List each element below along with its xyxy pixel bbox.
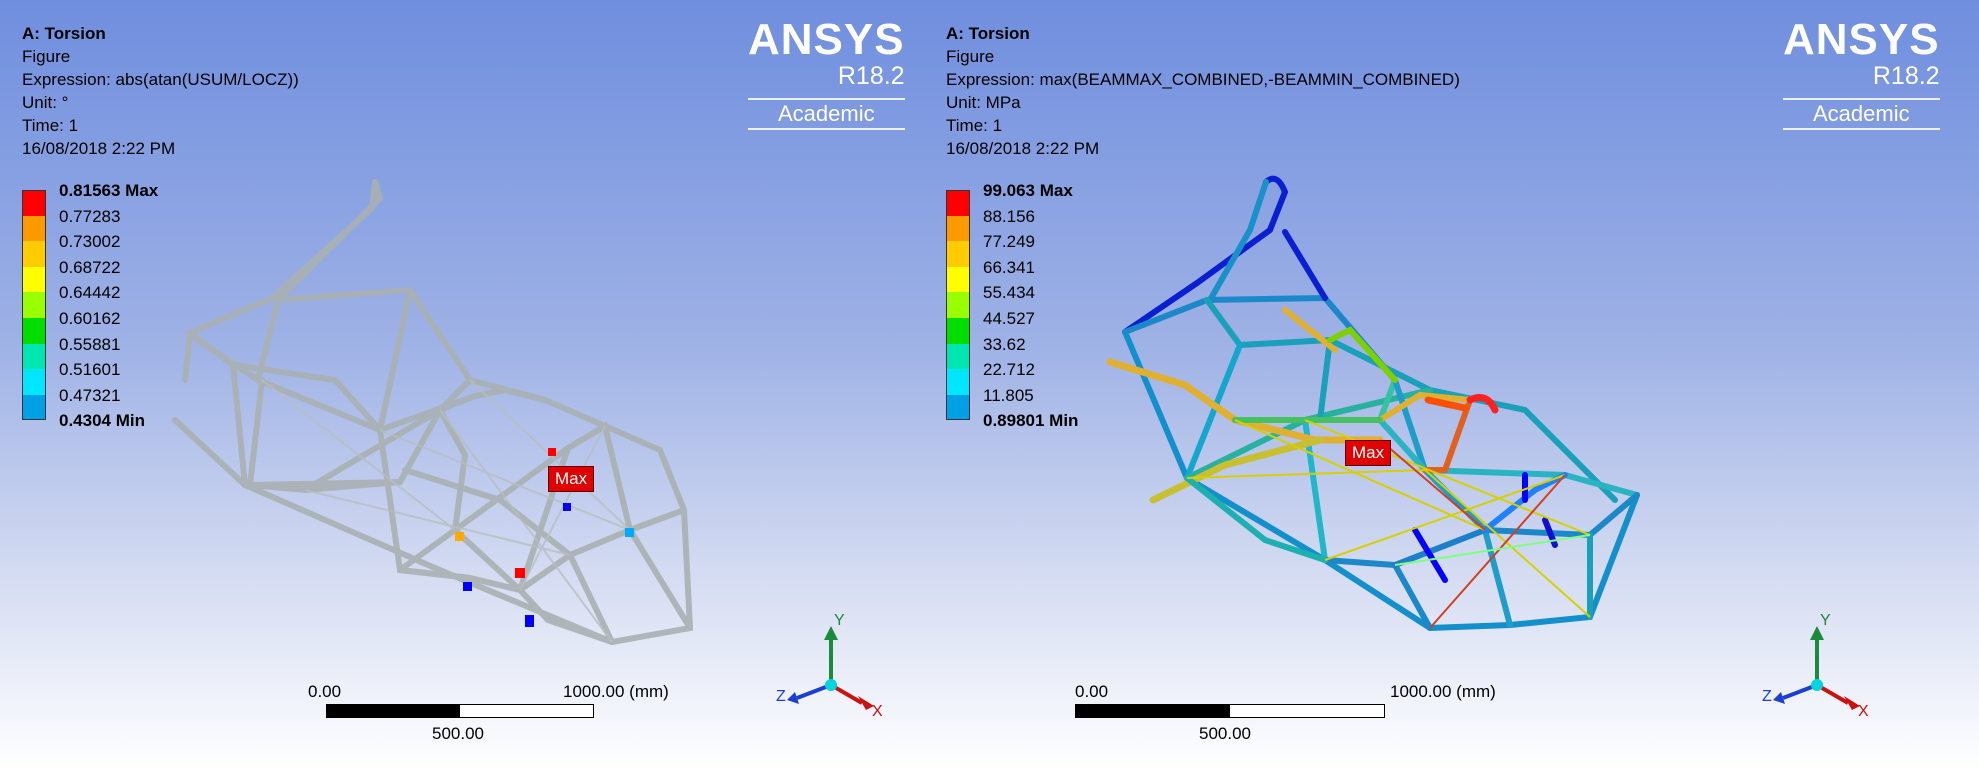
right-unit: Unit: MPa [946, 93, 1021, 112]
right-date: 16/08/2018 2:22 PM [946, 139, 1100, 158]
legend-label-2: 0.73002 [59, 232, 121, 252]
brand-edition: Academic [748, 98, 905, 130]
right-result-title: A: Torsion [946, 24, 1030, 43]
scale-mid: 500.00 [432, 724, 484, 743]
brand-name: ANSYS [1783, 15, 1940, 64]
left-axis-triad: Y X Z [776, 612, 883, 720]
legend-label-3: 0.68722 [59, 257, 121, 277]
brand-name: ANSYS [748, 15, 905, 64]
right-ansys-logo: ANSYS R18.2 Academic [1783, 18, 1940, 130]
left-viewport[interactable]: A: Torsion Figure Expression: abs(atan(U… [0, 0, 925, 768]
scale-start: 0.00 [308, 682, 342, 701]
left-expression: Expression: abs(atan(USUM/LOCZ)) [22, 70, 299, 89]
legend-label-2: 77.249 [983, 232, 1035, 252]
svg-text:X: X [872, 703, 883, 720]
legend-label-3: 66.341 [983, 257, 1035, 277]
scale-end: 1000.00 (mm) [563, 682, 669, 701]
right-max-probe[interactable]: Max [1345, 440, 1392, 466]
right-frame-model[interactable]: Y X Z [925, 0, 1979, 768]
legend-swatch-4 [22, 292, 46, 318]
brand-version: R18.2 [837, 62, 905, 90]
legend-label-6: 0.55881 [59, 334, 121, 354]
legend-label-0: 0.81563 Max [59, 181, 159, 200]
legend-swatch-0 [22, 190, 46, 216]
right-viewport[interactable]: A: Torsion Figure Expression: max(BEAMMA… [925, 0, 1979, 768]
legend-label-7: 0.51601 [59, 360, 121, 380]
legend-label-1: 0.77283 [59, 206, 121, 226]
right-info-block: A: Torsion Figure Expression: max(BEAMMA… [946, 22, 1460, 160]
left-time: Time: 1 [22, 116, 79, 135]
scale-end: 1000.00 (mm) [1390, 682, 1496, 701]
right-expression: Expression: max(BEAMMAX_COMBINED,-BEAMMI… [946, 70, 1460, 89]
legend-label-5: 0.60162 [59, 308, 121, 328]
left-result-type: Figure [22, 47, 71, 66]
left-node-markers [455, 448, 634, 627]
legend-swatch-8 [22, 394, 46, 421]
legend-label-8: 11.805 [983, 385, 1034, 405]
legend-label-9: 0.89801 Min [983, 411, 1079, 431]
brand-version: R18.2 [1872, 62, 1940, 90]
left-info-block: A: Torsion Figure Expression: abs(atan(U… [22, 22, 299, 160]
legend-label-7: 22.712 [983, 360, 1035, 380]
left-ansys-logo: ANSYS R18.2 Academic [748, 18, 905, 130]
brand-edition: Academic [1783, 98, 1940, 130]
left-date: 16/08/2018 2:22 PM [22, 139, 176, 158]
svg-text:Y: Y [834, 612, 845, 629]
legend-swatch-5 [22, 317, 46, 344]
right-time: Time: 1 [946, 116, 1003, 135]
left-frame-model[interactable]: Y X Z [0, 0, 925, 768]
legend-label-4: 55.434 [983, 283, 1035, 303]
left-unit: Unit: ° [22, 93, 69, 112]
left-max-probe[interactable]: Max [548, 466, 595, 492]
scale-start: 0.00 [1075, 682, 1109, 701]
legend-label-8: 0.47321 [59, 385, 121, 405]
legend-label-6: 33.62 [983, 334, 1026, 354]
svg-text:Z: Z [1762, 688, 1772, 705]
legend-swatch-2 [22, 241, 46, 267]
legend-label-0: 99.063 Max [983, 181, 1073, 200]
svg-text:Z: Z [776, 688, 786, 705]
legend-label-9: 0.4304 Min [59, 411, 145, 431]
legend-label-4: 0.64442 [59, 283, 121, 303]
legend-swatch-6 [22, 343, 46, 370]
legend-label-1: 88.156 [983, 206, 1035, 226]
legend-swatch-7 [22, 369, 46, 395]
legend-swatch-3 [22, 266, 46, 293]
right-axis-triad: Y X Z [1762, 612, 1869, 720]
svg-text:Y: Y [1820, 612, 1831, 629]
legend-swatch-1 [22, 215, 46, 242]
scale-mid: 500.00 [1199, 724, 1251, 743]
left-result-title: A: Torsion [22, 24, 106, 43]
right-result-type: Figure [946, 47, 995, 66]
svg-text:X: X [1858, 703, 1869, 720]
legend-label-5: 44.527 [983, 308, 1035, 328]
